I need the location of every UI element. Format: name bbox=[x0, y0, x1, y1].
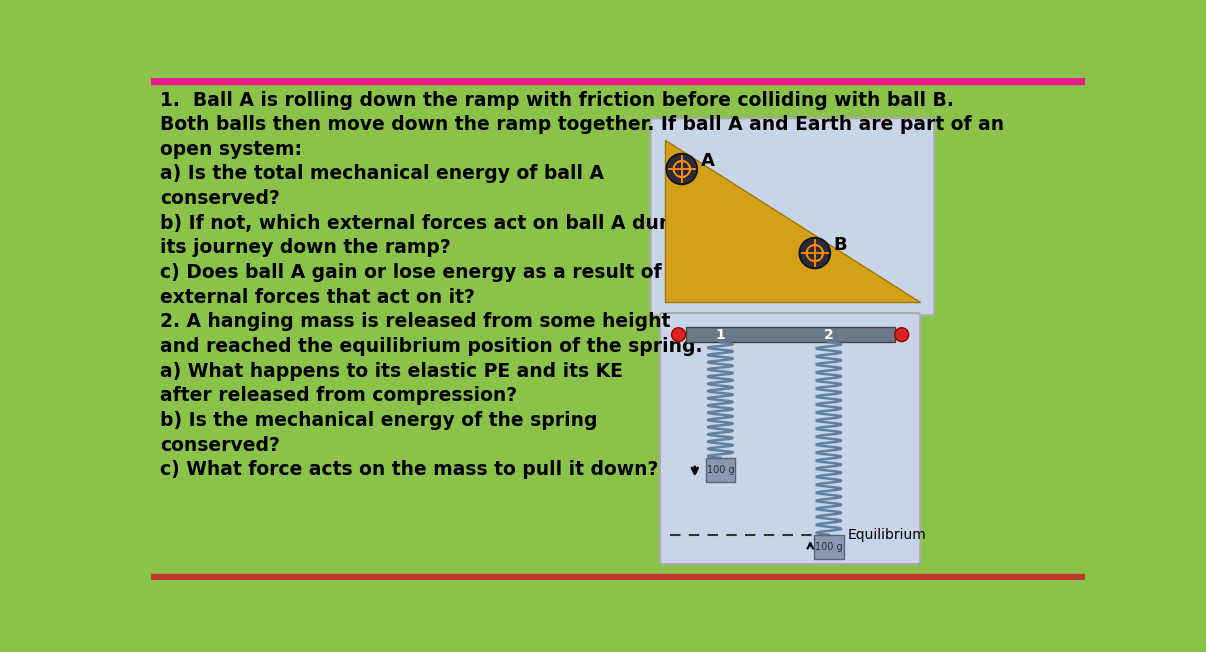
Text: open system:: open system: bbox=[160, 140, 302, 159]
FancyBboxPatch shape bbox=[650, 118, 935, 316]
Text: 1: 1 bbox=[715, 328, 725, 342]
Text: conserved?: conserved? bbox=[160, 189, 280, 208]
Text: B: B bbox=[833, 236, 847, 254]
Text: 2. A hanging mass is released from some height: 2. A hanging mass is released from some … bbox=[160, 312, 671, 331]
Text: c) What force acts on the mass to pull it down?: c) What force acts on the mass to pull i… bbox=[160, 460, 658, 479]
Text: 100 g: 100 g bbox=[707, 465, 734, 475]
Bar bbox=[151, 78, 1085, 84]
Text: 1.  Ball A is rolling down the ramp with friction before colliding with ball B.: 1. Ball A is rolling down the ramp with … bbox=[160, 91, 954, 110]
Circle shape bbox=[895, 328, 908, 342]
Text: its journey down the ramp?: its journey down the ramp? bbox=[160, 239, 451, 258]
Text: Equilibrium: Equilibrium bbox=[848, 528, 926, 542]
Bar bbox=[814, 535, 844, 559]
Text: c) Does ball A gain or lose energy as a result of the: c) Does ball A gain or lose energy as a … bbox=[160, 263, 703, 282]
Text: a) What happens to its elastic PE and its KE: a) What happens to its elastic PE and it… bbox=[160, 362, 624, 381]
Text: 100 g: 100 g bbox=[815, 542, 843, 552]
Text: A: A bbox=[701, 152, 714, 170]
Circle shape bbox=[800, 238, 830, 269]
Text: a) Is the total mechanical energy of ball A: a) Is the total mechanical energy of bal… bbox=[160, 164, 604, 183]
Circle shape bbox=[667, 154, 697, 185]
Bar bbox=[685, 327, 895, 342]
Polygon shape bbox=[665, 140, 920, 301]
Text: conserved?: conserved? bbox=[160, 436, 280, 454]
Circle shape bbox=[672, 328, 685, 342]
Bar bbox=[151, 574, 1085, 580]
Text: and reached the equilibrium position of the spring.: and reached the equilibrium position of … bbox=[160, 337, 703, 356]
Text: b) If not, which external forces act on ball A during: b) If not, which external forces act on … bbox=[160, 214, 702, 233]
Text: external forces that act on it?: external forces that act on it? bbox=[160, 288, 475, 306]
Text: after released from compression?: after released from compression? bbox=[160, 386, 517, 406]
Text: b) Is the mechanical energy of the spring: b) Is the mechanical energy of the sprin… bbox=[160, 411, 597, 430]
Bar bbox=[706, 458, 736, 482]
Text: Both balls then move down the ramp together. If ball A and Earth are part of an: Both balls then move down the ramp toget… bbox=[160, 115, 1005, 134]
Text: 2: 2 bbox=[824, 328, 833, 342]
FancyBboxPatch shape bbox=[660, 313, 920, 564]
